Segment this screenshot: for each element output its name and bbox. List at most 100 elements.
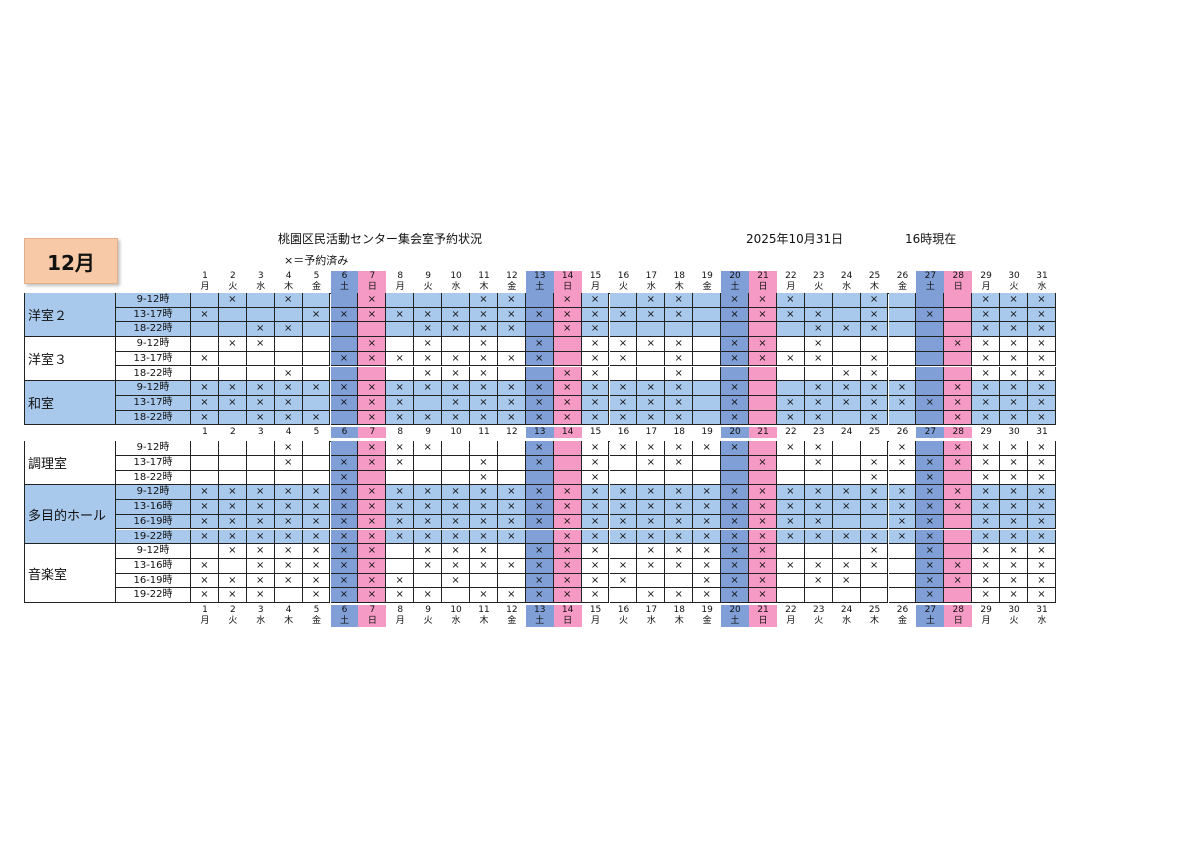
day-cell: ×: [916, 544, 945, 559]
day-cell: ×: [888, 381, 917, 396]
day-cell: ×: [414, 558, 443, 574]
day-cell: ×: [693, 500, 722, 515]
day-cell: ×: [470, 470, 498, 486]
day-cell: ×: [358, 485, 387, 501]
day-cell: ×: [804, 485, 833, 501]
day-cell: [218, 470, 247, 486]
bottom-day-21: 21 日: [749, 605, 777, 627]
day-cell: [804, 588, 833, 603]
day-number: 20: [729, 271, 741, 281]
day-cell: ×: [497, 485, 526, 501]
day-cell: ×: [525, 307, 554, 323]
day-cell: ×: [553, 293, 582, 308]
day-cell: ×: [1000, 441, 1028, 456]
weekday-label: 月: [591, 282, 601, 292]
day-cell: ×: [721, 485, 749, 501]
day-number: 19: [701, 427, 713, 438]
day-cell: [330, 366, 359, 382]
time-slot-label: 13-17時: [116, 395, 191, 411]
weekday-label: 土: [535, 616, 545, 626]
day-number: 27: [924, 605, 937, 615]
day-cell: ×: [553, 322, 582, 338]
day-cell: ×: [191, 351, 219, 367]
day-cell: [804, 366, 833, 382]
day-cell: ×: [525, 514, 554, 530]
day-cell: ×: [637, 441, 666, 456]
day-cell: [888, 573, 917, 589]
day-cell: ×: [1028, 456, 1056, 471]
mid-day-15: 15: [582, 427, 610, 438]
day-cell: ×: [1028, 441, 1056, 456]
day-cell: ×: [804, 322, 833, 338]
day-cell: [302, 470, 331, 486]
day-cell: ×: [804, 514, 833, 530]
day-cell: ×: [916, 588, 945, 603]
day-number: 13: [534, 605, 546, 615]
day-cell: [525, 529, 554, 545]
day-cell: ×: [470, 529, 498, 545]
day-number: 30: [1008, 427, 1020, 438]
day-cell: ×: [218, 337, 247, 352]
day-cell: ×: [553, 588, 582, 603]
day-cell: ×: [525, 485, 554, 501]
day-number: 19: [701, 605, 713, 615]
day-cell: [609, 544, 638, 559]
day-cell: [609, 322, 638, 338]
day-cell: ×: [246, 395, 275, 411]
day-cell: [693, 410, 722, 426]
day-cell: ×: [218, 514, 247, 530]
day-cell: ×: [609, 514, 638, 530]
day-cell: [386, 544, 415, 559]
day-cell: ×: [525, 544, 554, 559]
weekday-label: 水: [842, 282, 852, 292]
day-cell: [637, 470, 666, 486]
mid-day-22: 22: [777, 427, 805, 438]
mid-day-2: 2: [219, 427, 247, 438]
day-cell: ×: [414, 500, 443, 515]
day-cell: [776, 322, 805, 338]
day-cell: ×: [804, 395, 833, 411]
weekday-label: 木: [479, 282, 489, 292]
weekday-label: 水: [256, 282, 266, 292]
weekday-label: 金: [702, 282, 712, 292]
bottom-day-25: 25 木: [861, 605, 889, 627]
day-cell: ×: [274, 322, 303, 338]
day-number: 20: [729, 427, 741, 438]
weekday-label: 火: [1009, 282, 1019, 292]
day-cell: ×: [776, 529, 805, 545]
weekday-label: 土: [730, 282, 740, 292]
day-cell: [944, 544, 973, 559]
day-cell: ×: [525, 337, 554, 352]
day-cell: [832, 514, 861, 530]
weekday-label: 水: [451, 282, 461, 292]
day-number: 6: [341, 605, 348, 615]
day-cell: ×: [1000, 456, 1028, 471]
day-cell: [832, 544, 861, 559]
day-cell: [832, 588, 861, 603]
top-day-31: 31 水: [1028, 271, 1056, 293]
day-cell: ×: [1000, 588, 1028, 603]
day-cell: ×: [832, 573, 861, 589]
day-cell: [916, 322, 945, 338]
day-cell: ×: [386, 588, 415, 603]
day-cell: ×: [246, 588, 275, 603]
day-cell: ×: [1000, 514, 1028, 530]
day-cell: [776, 573, 805, 589]
day-cell: ×: [274, 456, 303, 471]
day-number: 6: [341, 271, 348, 281]
day-cell: ×: [1000, 573, 1028, 589]
day-cell: ×: [414, 441, 443, 456]
day-cell: ×: [888, 395, 917, 411]
day-cell: ×: [944, 485, 973, 501]
bottom-day-24: 24 水: [833, 605, 861, 627]
day-cell: ×: [1028, 410, 1056, 426]
weekday-label: 月: [981, 282, 991, 292]
day-number: 27: [924, 271, 937, 281]
day-cell: ×: [972, 573, 1001, 589]
day-cell: ×: [414, 366, 443, 382]
weekday-label: 木: [870, 616, 880, 626]
day-cell: [218, 410, 247, 426]
